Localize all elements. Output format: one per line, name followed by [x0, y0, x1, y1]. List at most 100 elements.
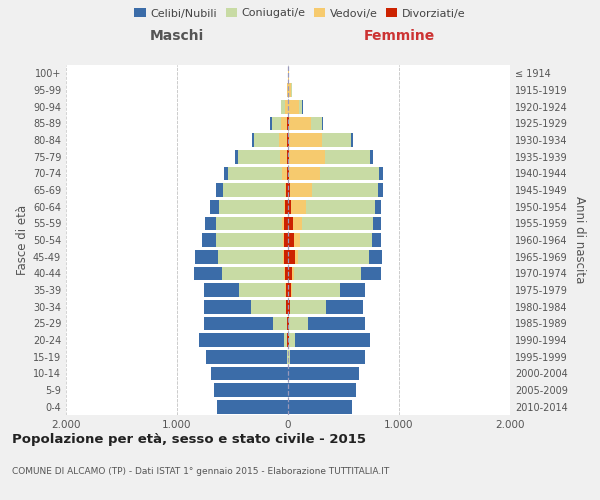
- Bar: [379, 166, 383, 180]
- Bar: [313, 183, 378, 197]
- Bar: [284, 233, 288, 247]
- Bar: [288, 400, 352, 413]
- Bar: [372, 233, 380, 247]
- Bar: [306, 200, 374, 213]
- Bar: [202, 233, 217, 247]
- Bar: [294, 266, 361, 280]
- Bar: [228, 166, 283, 180]
- Bar: [289, 166, 320, 180]
- Bar: [211, 366, 288, 380]
- Bar: [211, 200, 219, 213]
- Bar: [252, 133, 254, 147]
- Bar: [373, 216, 380, 230]
- Bar: [295, 333, 370, 347]
- Bar: [320, 166, 379, 180]
- Bar: [284, 266, 288, 280]
- Bar: [214, 383, 288, 397]
- Bar: [283, 166, 287, 180]
- Bar: [289, 150, 325, 164]
- Bar: [340, 283, 365, 297]
- Bar: [204, 283, 239, 297]
- Bar: [219, 200, 284, 213]
- Bar: [281, 100, 284, 114]
- Bar: [205, 216, 216, 230]
- Bar: [295, 250, 298, 264]
- Bar: [325, 150, 370, 164]
- Bar: [206, 350, 287, 364]
- Bar: [289, 316, 308, 330]
- Bar: [196, 250, 218, 264]
- Bar: [291, 283, 292, 297]
- Bar: [280, 150, 287, 164]
- Bar: [288, 283, 291, 297]
- Bar: [284, 216, 288, 230]
- Bar: [293, 216, 302, 230]
- Bar: [294, 233, 299, 247]
- Bar: [288, 166, 289, 180]
- Bar: [287, 166, 288, 180]
- Bar: [238, 150, 280, 164]
- Bar: [194, 266, 222, 280]
- Bar: [290, 350, 365, 364]
- Bar: [287, 350, 288, 364]
- Bar: [288, 266, 292, 280]
- Bar: [361, 266, 380, 280]
- Bar: [292, 283, 340, 297]
- Bar: [289, 333, 295, 347]
- Bar: [288, 233, 294, 247]
- Bar: [292, 266, 294, 280]
- Bar: [283, 216, 284, 230]
- Bar: [287, 150, 288, 164]
- Bar: [199, 333, 284, 347]
- Bar: [374, 200, 380, 213]
- Bar: [284, 250, 288, 264]
- Bar: [284, 100, 288, 114]
- Bar: [322, 133, 351, 147]
- Bar: [322, 116, 323, 130]
- Bar: [216, 183, 223, 197]
- Bar: [298, 250, 369, 264]
- Bar: [299, 233, 372, 247]
- Bar: [224, 166, 228, 180]
- Bar: [272, 116, 281, 130]
- Bar: [216, 216, 283, 230]
- Bar: [203, 300, 251, 314]
- Bar: [235, 150, 238, 164]
- Bar: [254, 133, 278, 147]
- Legend: Celibi/Nubili, Coniugati/e, Vedovi/e, Divorziati/e: Celibi/Nubili, Coniugati/e, Vedovi/e, Di…: [134, 8, 466, 18]
- Bar: [378, 183, 383, 197]
- Bar: [289, 133, 322, 147]
- Bar: [290, 300, 326, 314]
- Bar: [288, 216, 293, 230]
- Bar: [288, 366, 359, 380]
- Bar: [217, 233, 283, 247]
- Bar: [239, 283, 285, 297]
- Bar: [286, 183, 288, 197]
- Bar: [369, 250, 382, 264]
- Bar: [288, 300, 290, 314]
- Bar: [288, 83, 292, 97]
- Bar: [273, 316, 287, 330]
- Bar: [286, 300, 288, 314]
- Bar: [204, 316, 273, 330]
- Bar: [326, 300, 364, 314]
- Bar: [288, 100, 299, 114]
- Bar: [288, 250, 295, 264]
- Y-axis label: Anni di nascita: Anni di nascita: [573, 196, 586, 284]
- Bar: [218, 250, 283, 264]
- Text: Maschi: Maschi: [150, 28, 204, 42]
- Text: Popolazione per età, sesso e stato civile - 2015: Popolazione per età, sesso e stato civil…: [12, 432, 366, 446]
- Bar: [351, 133, 353, 147]
- Bar: [284, 183, 286, 197]
- Bar: [302, 216, 373, 230]
- Bar: [251, 300, 286, 314]
- Bar: [311, 116, 322, 130]
- Bar: [288, 200, 292, 213]
- Bar: [284, 333, 287, 347]
- Bar: [289, 116, 311, 130]
- Text: COMUNE DI ALCAMO (TP) - Dati ISTAT 1° gennaio 2015 - Elaborazione TUTTITALIA.IT: COMUNE DI ALCAMO (TP) - Dati ISTAT 1° ge…: [12, 468, 389, 476]
- Bar: [288, 150, 289, 164]
- Bar: [290, 183, 313, 197]
- Bar: [222, 266, 284, 280]
- Bar: [292, 200, 306, 213]
